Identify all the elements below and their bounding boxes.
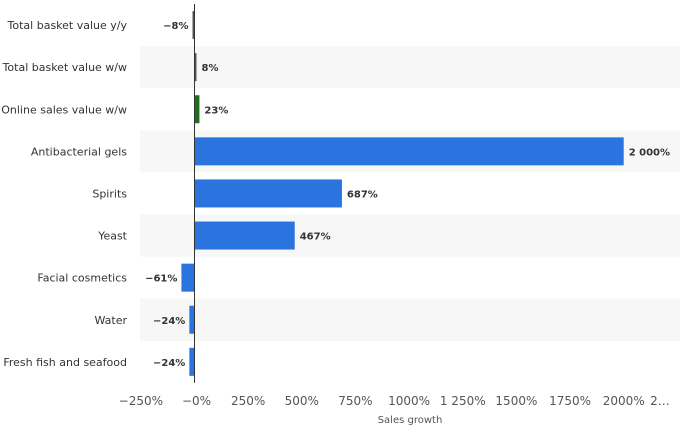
row-band	[140, 46, 680, 89]
category-label: Total basket value w/w	[2, 61, 127, 74]
data-label: 8%	[202, 63, 219, 74]
bar[interactable]	[194, 95, 200, 124]
bar[interactable]	[192, 11, 195, 40]
data-label: −61%	[145, 274, 177, 285]
category-label: Online sales value w/w	[1, 103, 127, 116]
bar[interactable]	[189, 347, 195, 376]
x-tick-label: −0%	[182, 394, 211, 408]
x-tick-label: 1 250%	[440, 394, 486, 408]
x-axis-title: Sales growth	[378, 415, 443, 426]
bar[interactable]	[181, 263, 195, 292]
bar[interactable]	[194, 137, 624, 166]
x-tick-label: 750%	[338, 394, 372, 408]
x-tick-label: 1500%	[495, 394, 537, 408]
category-label: Spirits	[92, 187, 127, 200]
x-tick-label: 2…	[650, 394, 670, 408]
value-labels: −8% 8% 23% 2 000% 687% 467% −61% −24% −24%	[145, 21, 670, 369]
data-label: −8%	[163, 21, 188, 32]
category-label: Fresh fish and seafood	[3, 356, 127, 369]
bar[interactable]	[189, 305, 195, 334]
row-band	[140, 298, 680, 341]
data-label: −24%	[153, 358, 185, 369]
x-tick-labels: −250% −0% 250% 500% 750% 1000% 1 250% 1500% 1750…	[119, 394, 670, 408]
x-tick-label: 1750%	[549, 394, 591, 408]
x-tick-label: −250%	[119, 394, 163, 408]
bars	[181, 11, 624, 376]
bar[interactable]	[194, 179, 342, 208]
category-label: Antibacterial gels	[31, 145, 127, 158]
data-label: −24%	[153, 316, 185, 327]
data-label: 2 000%	[629, 147, 670, 158]
x-tick-label: 1000%	[388, 394, 430, 408]
x-tick-label: 2000%	[603, 394, 645, 408]
category-labels: Total basket value y/y Total basket value…	[1, 19, 127, 369]
bar[interactable]	[194, 221, 295, 250]
x-tick-label: 250%	[231, 394, 265, 408]
x-tick-label: 500%	[285, 394, 319, 408]
data-label: 687%	[347, 189, 378, 200]
category-label: Water	[94, 314, 127, 327]
data-label: 467%	[300, 232, 331, 243]
data-label: 23%	[204, 105, 228, 116]
bar[interactable]	[194, 53, 197, 82]
category-label: Facial cosmetics	[37, 272, 127, 285]
category-label: Total basket value y/y	[7, 19, 128, 32]
category-label: Yeast	[97, 230, 127, 243]
